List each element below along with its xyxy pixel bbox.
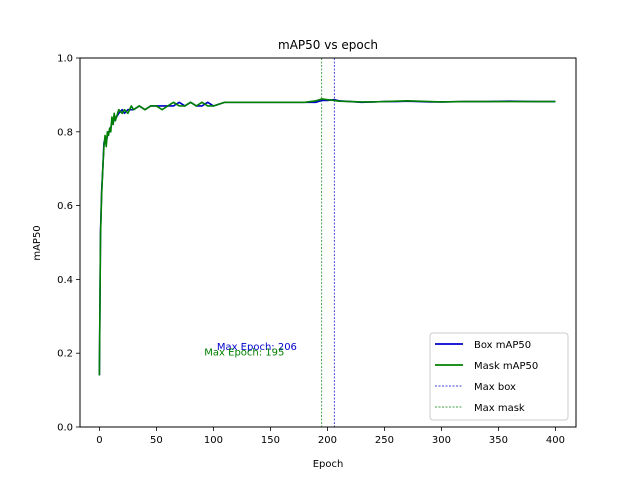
y-tick-label: 0.0 [57, 423, 73, 434]
plot-area [98, 58, 556, 427]
legend: Box mAP50 Mask mAP50 Max box Max mask [429, 332, 569, 421]
chart-title: mAP50 vs epoch [278, 38, 378, 52]
x-tick-label: 300 [432, 435, 451, 446]
x-tick-label: 400 [546, 435, 565, 446]
legend-label-max-mask: Max mask [474, 403, 525, 414]
legend-label-mask-map50: Mask mAP50 [474, 361, 538, 372]
x-tick-label: 350 [489, 435, 508, 446]
y-tick-label: 1.0 [57, 54, 73, 65]
x-tick-label: 150 [261, 435, 280, 446]
annotation-max-epoch-1: Max Epoch: 195 [204, 347, 284, 358]
legend-label-box-map50: Box mAP50 [474, 340, 531, 351]
annotation-max-epoch-0: Max Epoch: 206 [217, 342, 297, 353]
x-tick-label: 100 [204, 435, 223, 446]
y-tick-label: 0.2 [57, 349, 73, 360]
axis-ticks: 0 50 100 150 200 250 300 350 400 0.0 0.2 0.4 0.6 0.8 1… [57, 54, 565, 447]
y-tick-label: 0.4 [57, 275, 73, 286]
x-tick-label: 250 [375, 435, 394, 446]
y-axis-label: mAP50 [32, 225, 43, 260]
axes-frame [79, 57, 577, 428]
legend-label-max-box: Max box [474, 382, 516, 393]
legend-box [429, 332, 569, 421]
y-tick-label: 0.8 [57, 127, 73, 138]
y-tick-label: 0.6 [57, 201, 73, 212]
x-axis-label: Epoch [313, 459, 344, 470]
series-line-mask-map50 [98, 98, 556, 376]
x-tick-label: 200 [318, 435, 337, 446]
x-tick-label: 50 [150, 435, 163, 446]
x-tick-label: 0 [96, 435, 102, 446]
